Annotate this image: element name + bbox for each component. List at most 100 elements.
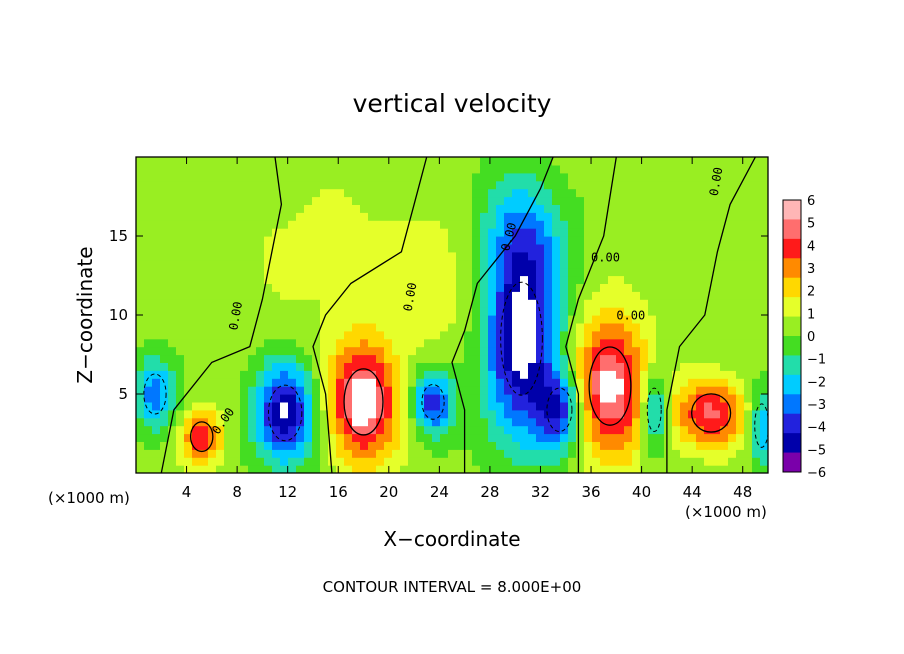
heatmap-cell — [600, 401, 609, 411]
colorbar-swatch — [783, 355, 801, 376]
heatmap-cell — [432, 338, 441, 348]
heatmap-cell — [232, 275, 241, 284]
heatmap-cell — [456, 449, 465, 458]
heatmap-cell — [440, 236, 449, 245]
heatmap-cell — [424, 243, 433, 253]
x-tick-label: 48 — [733, 483, 752, 501]
heatmap-cell — [504, 172, 513, 182]
heatmap-cell — [688, 449, 697, 458]
heatmap-cell — [144, 291, 153, 300]
heatmap-cell — [496, 465, 505, 473]
heatmap-cell — [504, 370, 513, 379]
heatmap-cell — [256, 315, 265, 324]
heatmap-cell — [488, 362, 497, 371]
heatmap-cell — [608, 457, 617, 466]
heatmap-cell — [296, 267, 305, 277]
heatmap-cell — [688, 354, 697, 363]
heatmap-cell — [472, 220, 481, 229]
heatmap-cell — [624, 259, 633, 269]
heatmap-cell — [544, 394, 553, 403]
heatmap-cell — [360, 401, 369, 411]
heatmap-cell — [392, 346, 401, 356]
heatmap-cell — [600, 362, 609, 371]
heatmap-cell — [144, 315, 153, 324]
heatmap-cell — [352, 315, 361, 324]
heatmap-cell — [424, 449, 433, 458]
heatmap-cell — [248, 315, 257, 324]
x-tick-label: 32 — [531, 483, 550, 501]
heatmap-cell — [728, 164, 737, 174]
heatmap-cell — [528, 283, 537, 292]
heatmap-cell — [712, 441, 721, 450]
heatmap-cell — [504, 362, 513, 371]
heatmap-cell — [144, 283, 153, 292]
heatmap-cell — [576, 188, 585, 198]
heatmap-cell — [456, 172, 465, 182]
heatmap-cell — [504, 346, 513, 356]
heatmap-cell — [200, 220, 209, 229]
contour-line — [500, 281, 543, 396]
heatmap-cell — [368, 251, 377, 261]
heatmap-cell — [736, 283, 745, 292]
heatmap-cell — [152, 251, 161, 261]
heatmap-cell — [272, 425, 281, 435]
heatmap-cell — [208, 180, 217, 190]
heatmap-cell — [368, 267, 377, 277]
heatmap-cell — [712, 457, 721, 466]
heatmap-cell — [416, 386, 425, 395]
heatmap-cell — [624, 212, 633, 221]
heatmap-cell — [224, 322, 233, 332]
heatmap-cell — [408, 236, 417, 245]
heatmap-cell — [544, 180, 553, 190]
heatmap-cell — [744, 157, 753, 166]
heatmap-cell — [432, 362, 441, 371]
heatmap-cell — [344, 322, 353, 332]
heatmap-cell — [744, 259, 753, 269]
heatmap-cell — [608, 362, 617, 371]
heatmap-cell — [288, 409, 297, 419]
heatmap-cell — [688, 386, 697, 395]
heatmap-cell — [344, 220, 353, 229]
heatmap-cell — [752, 401, 761, 411]
heatmap-cell — [512, 370, 521, 379]
heatmap-cell — [688, 267, 697, 277]
heatmap-cell — [624, 370, 633, 379]
heatmap-cell — [192, 291, 201, 300]
heatmap-cell — [360, 188, 369, 198]
heatmap-cell — [200, 275, 209, 284]
heatmap-cell — [248, 157, 257, 166]
heatmap-cell — [672, 267, 681, 277]
heatmap-cell — [336, 236, 345, 245]
heatmap-cell — [152, 228, 161, 237]
heatmap-cell — [160, 251, 169, 261]
heatmap-cell — [440, 465, 449, 473]
heatmap-cell — [144, 378, 153, 387]
heatmap-cell — [496, 180, 505, 190]
heatmap-cell — [584, 307, 593, 316]
heatmap-cell — [416, 157, 425, 166]
heatmap-cell — [448, 180, 457, 190]
heatmap-cell — [344, 291, 353, 300]
heatmap-cell — [648, 433, 657, 442]
heatmap-cell — [160, 425, 169, 435]
heatmap-cell — [200, 307, 209, 316]
heatmap-cell — [296, 354, 305, 363]
heatmap-cell — [360, 417, 369, 427]
heatmap-cell — [696, 220, 705, 229]
heatmap-cell — [248, 307, 257, 316]
heatmap-cell — [576, 259, 585, 269]
heatmap-cell — [216, 370, 225, 379]
heatmap-cell — [240, 386, 249, 395]
heatmap-cell — [568, 322, 577, 332]
heatmap-cell — [336, 196, 345, 205]
heatmap-cell — [624, 449, 633, 458]
heatmap-cell — [200, 449, 209, 458]
heatmap-cell — [536, 299, 545, 308]
heatmap-cell — [464, 291, 473, 300]
heatmap-cell — [712, 449, 721, 458]
heatmap-cell — [448, 441, 457, 450]
heatmap-cell — [632, 180, 641, 190]
heatmap-cell — [192, 299, 201, 308]
heatmap-cell — [176, 425, 185, 435]
heatmap-cell — [624, 188, 633, 198]
